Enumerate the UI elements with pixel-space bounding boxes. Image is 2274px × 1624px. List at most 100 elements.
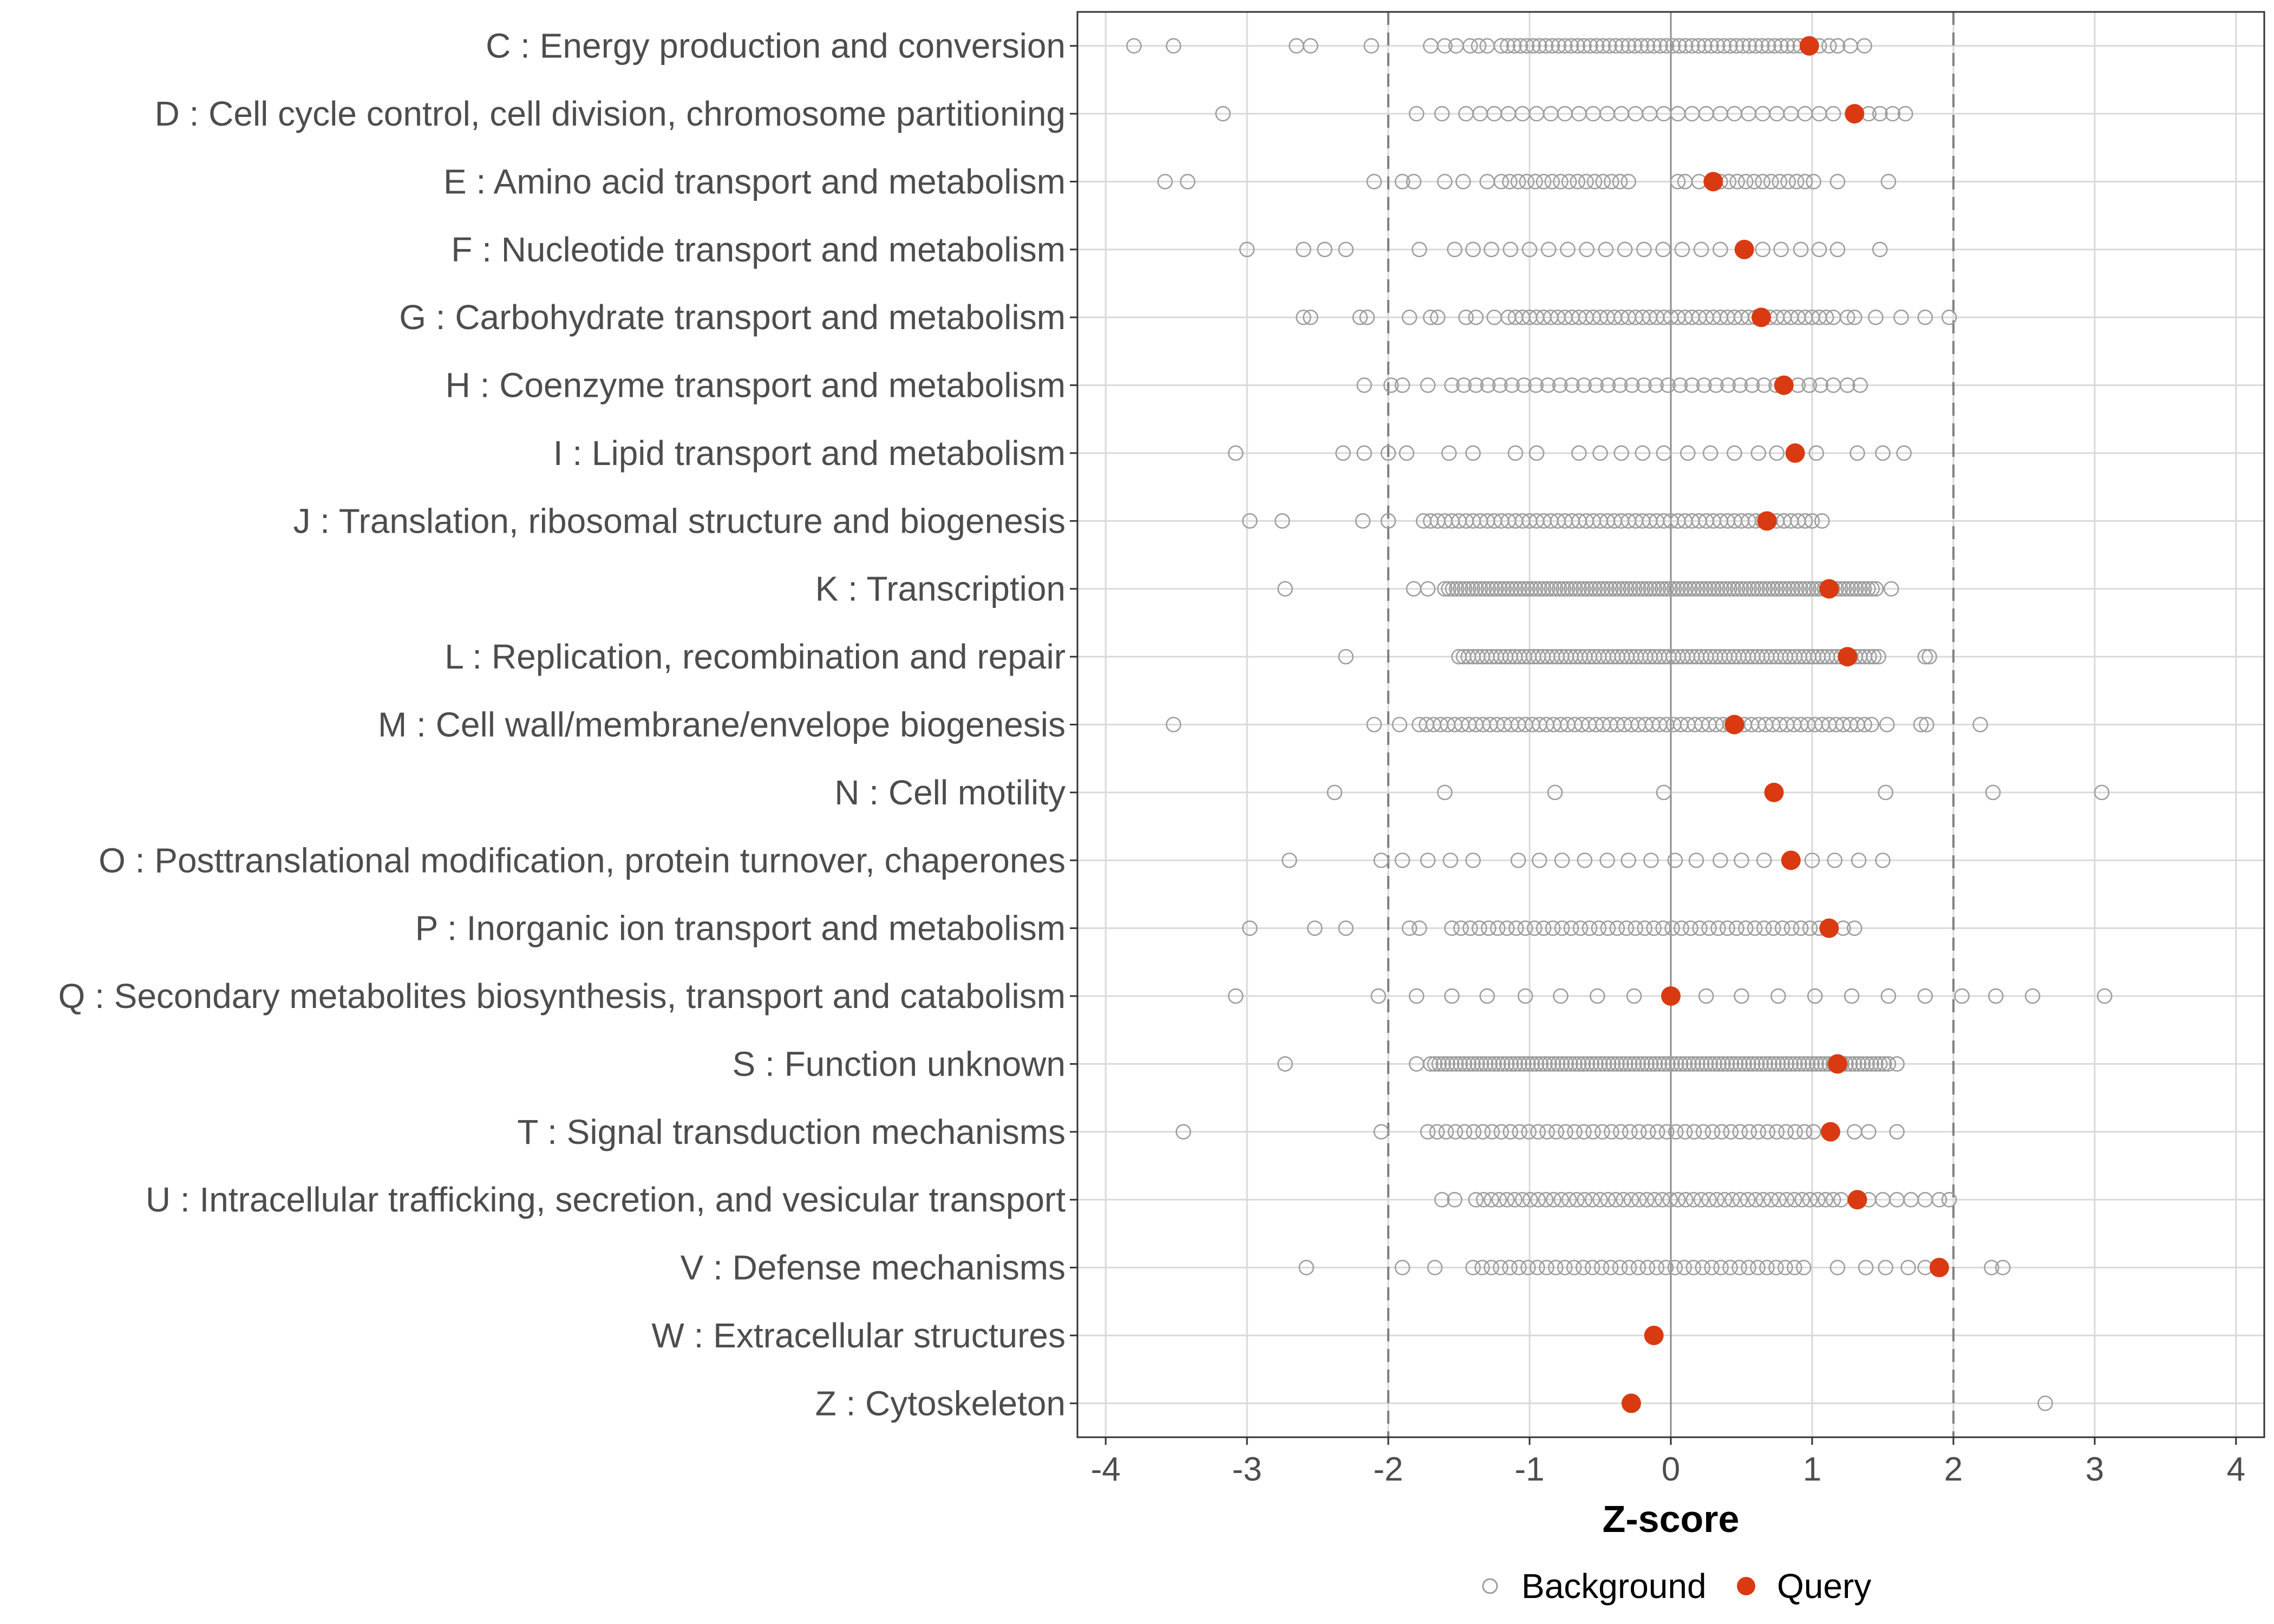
background-point (1744, 377, 1760, 393)
background-point (1521, 241, 1538, 258)
background-point (1553, 1191, 1570, 1208)
background-point (1723, 1124, 1739, 1140)
background-point (1544, 581, 1560, 597)
background-point (1732, 377, 1748, 393)
background-point (1622, 1124, 1638, 1140)
background-point (1507, 1056, 1524, 1072)
background-point (1567, 1056, 1583, 1072)
background-point (1770, 988, 1786, 1004)
background-point (1496, 581, 1512, 597)
background-point (1720, 920, 1735, 936)
background-point (1779, 38, 1795, 54)
background-point (1519, 38, 1535, 54)
background-point (1878, 784, 1893, 801)
background-point (1787, 1056, 1803, 1072)
background-point (1681, 1056, 1697, 1072)
background-point (1448, 1056, 1464, 1072)
background-point (1468, 1191, 1484, 1208)
background-point (1678, 581, 1694, 597)
background-point (1394, 377, 1410, 393)
background-point (1434, 1191, 1450, 1208)
background-point (1608, 38, 1624, 54)
background-point (1547, 784, 1563, 801)
background-point (1585, 1124, 1601, 1140)
background-point (1690, 1056, 1706, 1072)
query-point (1661, 986, 1681, 1006)
background-point (1871, 649, 1886, 665)
background-point (1674, 920, 1689, 936)
background-point (1922, 649, 1937, 665)
background-point (1749, 581, 1766, 597)
background-point (1763, 174, 1779, 189)
background-point (1868, 1056, 1884, 1072)
background-point (1768, 1260, 1784, 1275)
background-point (1556, 581, 1571, 597)
background-point (1917, 988, 1933, 1004)
background-point (1618, 920, 1635, 936)
background-point (1728, 1056, 1744, 1072)
background-point (1456, 1056, 1473, 1072)
background-point (1227, 445, 1244, 461)
background-point (1738, 920, 1754, 936)
background-point (1795, 1260, 1812, 1275)
background-point (1658, 38, 1675, 54)
category-label: T : Signal transduction mechanisms (517, 1112, 1066, 1151)
background-point (1423, 1056, 1439, 1072)
background-point (1639, 1191, 1655, 1208)
background-point (1797, 513, 1813, 529)
background-point (1447, 1191, 1463, 1208)
background-point (1813, 377, 1828, 393)
background-point (1540, 581, 1556, 597)
background-point (1356, 377, 1373, 393)
background-point (1793, 920, 1809, 936)
background-point (1576, 1124, 1592, 1140)
background-point (1441, 581, 1457, 597)
background-point (1722, 581, 1737, 597)
background-point (1399, 445, 1415, 461)
background-point (1777, 581, 1793, 597)
background-point (1603, 1260, 1619, 1275)
background-point (1452, 1056, 1468, 1072)
background-point (1783, 1056, 1799, 1072)
background-point (1429, 1124, 1445, 1140)
background-point (1478, 1056, 1494, 1072)
background-point (1846, 1056, 1863, 1072)
background-point (1394, 1260, 1410, 1275)
background-point (1444, 1056, 1460, 1072)
background-point (1546, 1056, 1561, 1072)
background-point (1643, 1056, 1659, 1072)
background-point (1755, 241, 1770, 258)
background-point (1753, 1056, 1769, 1072)
background-point (1692, 920, 1708, 936)
background-point (1685, 1191, 1702, 1208)
background-point (1656, 1056, 1672, 1072)
background-point (1595, 581, 1611, 597)
background-point (1554, 852, 1570, 868)
background-point (1427, 1260, 1443, 1275)
background-point (1941, 309, 1957, 325)
background-point (1600, 920, 1616, 936)
background-point (1427, 1056, 1443, 1072)
background-point (1774, 920, 1791, 936)
background-point (1593, 1260, 1610, 1275)
background-point (1500, 38, 1515, 54)
background-point (1282, 852, 1297, 868)
background-point (1608, 1191, 1624, 1208)
background-point (1646, 38, 1662, 54)
background-point (1864, 581, 1880, 597)
background-point (1570, 38, 1586, 54)
background-point (1650, 581, 1667, 597)
background-point (1363, 38, 1380, 54)
background-point (1577, 852, 1593, 868)
background-point (1864, 1056, 1879, 1072)
x-axis-title: Z-score (1603, 1498, 1740, 1540)
background-point (1750, 1260, 1766, 1275)
background-point (1420, 852, 1436, 868)
x-tick-label: 4 (2227, 1451, 2245, 1488)
category-label: W : Extracellular structures (651, 1316, 1066, 1355)
background-point (1698, 1056, 1714, 1072)
background-point (1541, 1056, 1557, 1072)
background-point (1563, 38, 1579, 54)
background-point (1466, 1124, 1482, 1140)
background-point (1166, 38, 1181, 54)
